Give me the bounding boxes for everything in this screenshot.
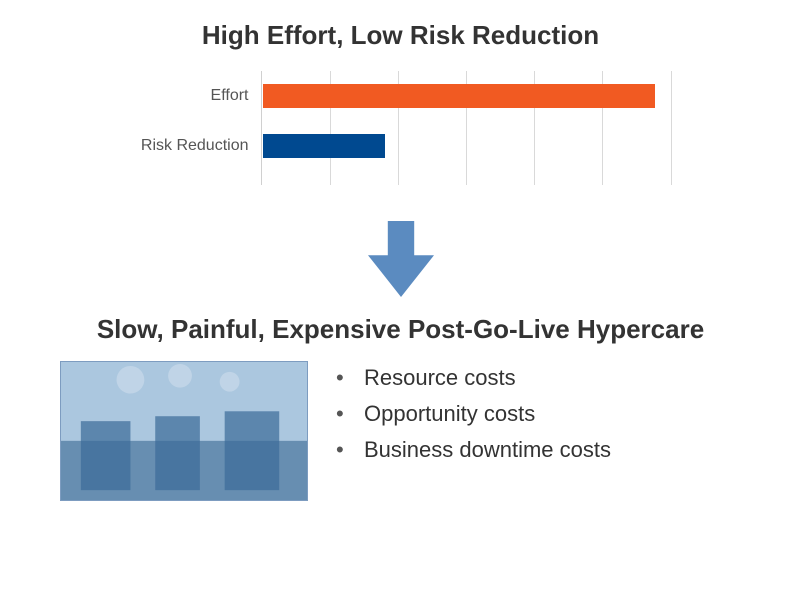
arrow-down-icon bbox=[368, 221, 434, 297]
chart-row: Effort bbox=[131, 71, 671, 121]
cost-bullet-item: Business downtime costs bbox=[336, 437, 741, 463]
chart-row: Risk Reduction bbox=[131, 121, 671, 171]
chart-row-label: Risk Reduction bbox=[131, 137, 261, 155]
cost-bullet-list: Resource costs Opportunity costs Business … bbox=[336, 361, 741, 473]
chart-bar bbox=[263, 84, 656, 108]
cost-bullet-item: Resource costs bbox=[336, 365, 741, 391]
hypercare-section: Resource costs Opportunity costs Business … bbox=[40, 361, 761, 501]
cost-bullet-item: Opportunity costs bbox=[336, 401, 741, 427]
down-arrow-wrap bbox=[40, 221, 761, 302]
chart-plot-area bbox=[261, 71, 671, 121]
operating-room-photo bbox=[60, 361, 308, 501]
effort-risk-chart: Effort Risk Reduction bbox=[131, 71, 671, 185]
chart-bar bbox=[263, 134, 386, 158]
top-title: High Effort, Low Risk Reduction bbox=[40, 20, 761, 51]
bottom-title: Slow, Painful, Expensive Post-Go-Live Hy… bbox=[40, 314, 761, 345]
chart-row-label: Effort bbox=[131, 87, 261, 105]
chart-plot-area bbox=[261, 121, 671, 171]
